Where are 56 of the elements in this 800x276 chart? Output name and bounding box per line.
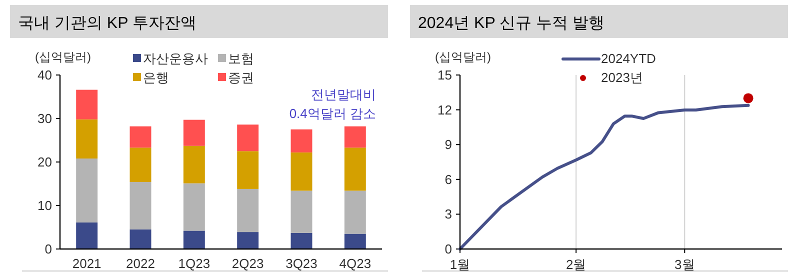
bar: [76, 222, 98, 249]
y-axis-title: (십억달러): [435, 50, 491, 64]
y-tick-label: 40: [38, 68, 52, 82]
legend-label: 증권: [228, 70, 254, 85]
x-tick-label: 2Q23: [232, 256, 264, 271]
y-tick-label: 0: [44, 242, 52, 256]
y-tick-label: 10: [38, 198, 52, 213]
legend-label: 은행: [143, 70, 169, 85]
bar: [237, 232, 259, 249]
x-tick-label: 3Q23: [286, 256, 318, 271]
bar: [183, 183, 205, 231]
bar: [290, 152, 312, 191]
bar: [290, 190, 312, 233]
legend-label: 보험: [228, 51, 254, 66]
x-tick-label: 2022: [126, 256, 155, 271]
bar: [237, 188, 259, 232]
bar: [290, 129, 312, 152]
bar: [76, 158, 98, 222]
bar: [130, 182, 152, 230]
legend-label: 2024YTD: [601, 51, 656, 66]
x-tick-label: 4Q23: [339, 256, 372, 271]
bar: [237, 151, 259, 189]
x-tick-label: 2021: [72, 256, 102, 271]
x-tick-label: 2월: [566, 257, 586, 272]
y-tick-label: 30: [38, 111, 52, 126]
bar: [130, 148, 152, 182]
bar: [344, 148, 366, 191]
y-tick-label: 15: [438, 68, 452, 82]
bar: [76, 90, 98, 120]
bar: [183, 230, 205, 249]
legend-label: 2023년: [601, 70, 643, 85]
bar: [290, 232, 312, 249]
line-series: [458, 104, 750, 250]
y-tick-label: 20: [38, 154, 52, 170]
bar: [183, 146, 205, 184]
y-tick-label: 6: [444, 172, 452, 187]
bar: [130, 126, 152, 148]
y-axis-title: (십억달러): [35, 50, 91, 64]
x-tick-label: 1Q23: [178, 256, 210, 271]
chart-title: 국내 기관의 KP 투자잔액: [18, 15, 196, 32]
bar: [76, 119, 98, 159]
bar: [130, 229, 152, 249]
legend-label: 자산운용사: [143, 51, 208, 66]
bar: [183, 120, 205, 146]
x-tick-label: 1월: [450, 257, 470, 272]
bar: [237, 124, 259, 152]
y-tick-label: 12: [438, 102, 452, 118]
bar: [344, 234, 366, 249]
x-tick-label: 3월: [674, 257, 695, 272]
y-tick-label: 0: [444, 242, 452, 256]
bar: [344, 190, 366, 234]
bar: [344, 126, 366, 148]
annotation: 전년말대비 0.4억달러 감소: [289, 87, 376, 121]
chart-title: 2024년 KP 신규 누적 발행: [418, 15, 604, 32]
y-tick-label: 3: [444, 206, 452, 222]
y-tick-label: 9: [444, 137, 452, 152]
